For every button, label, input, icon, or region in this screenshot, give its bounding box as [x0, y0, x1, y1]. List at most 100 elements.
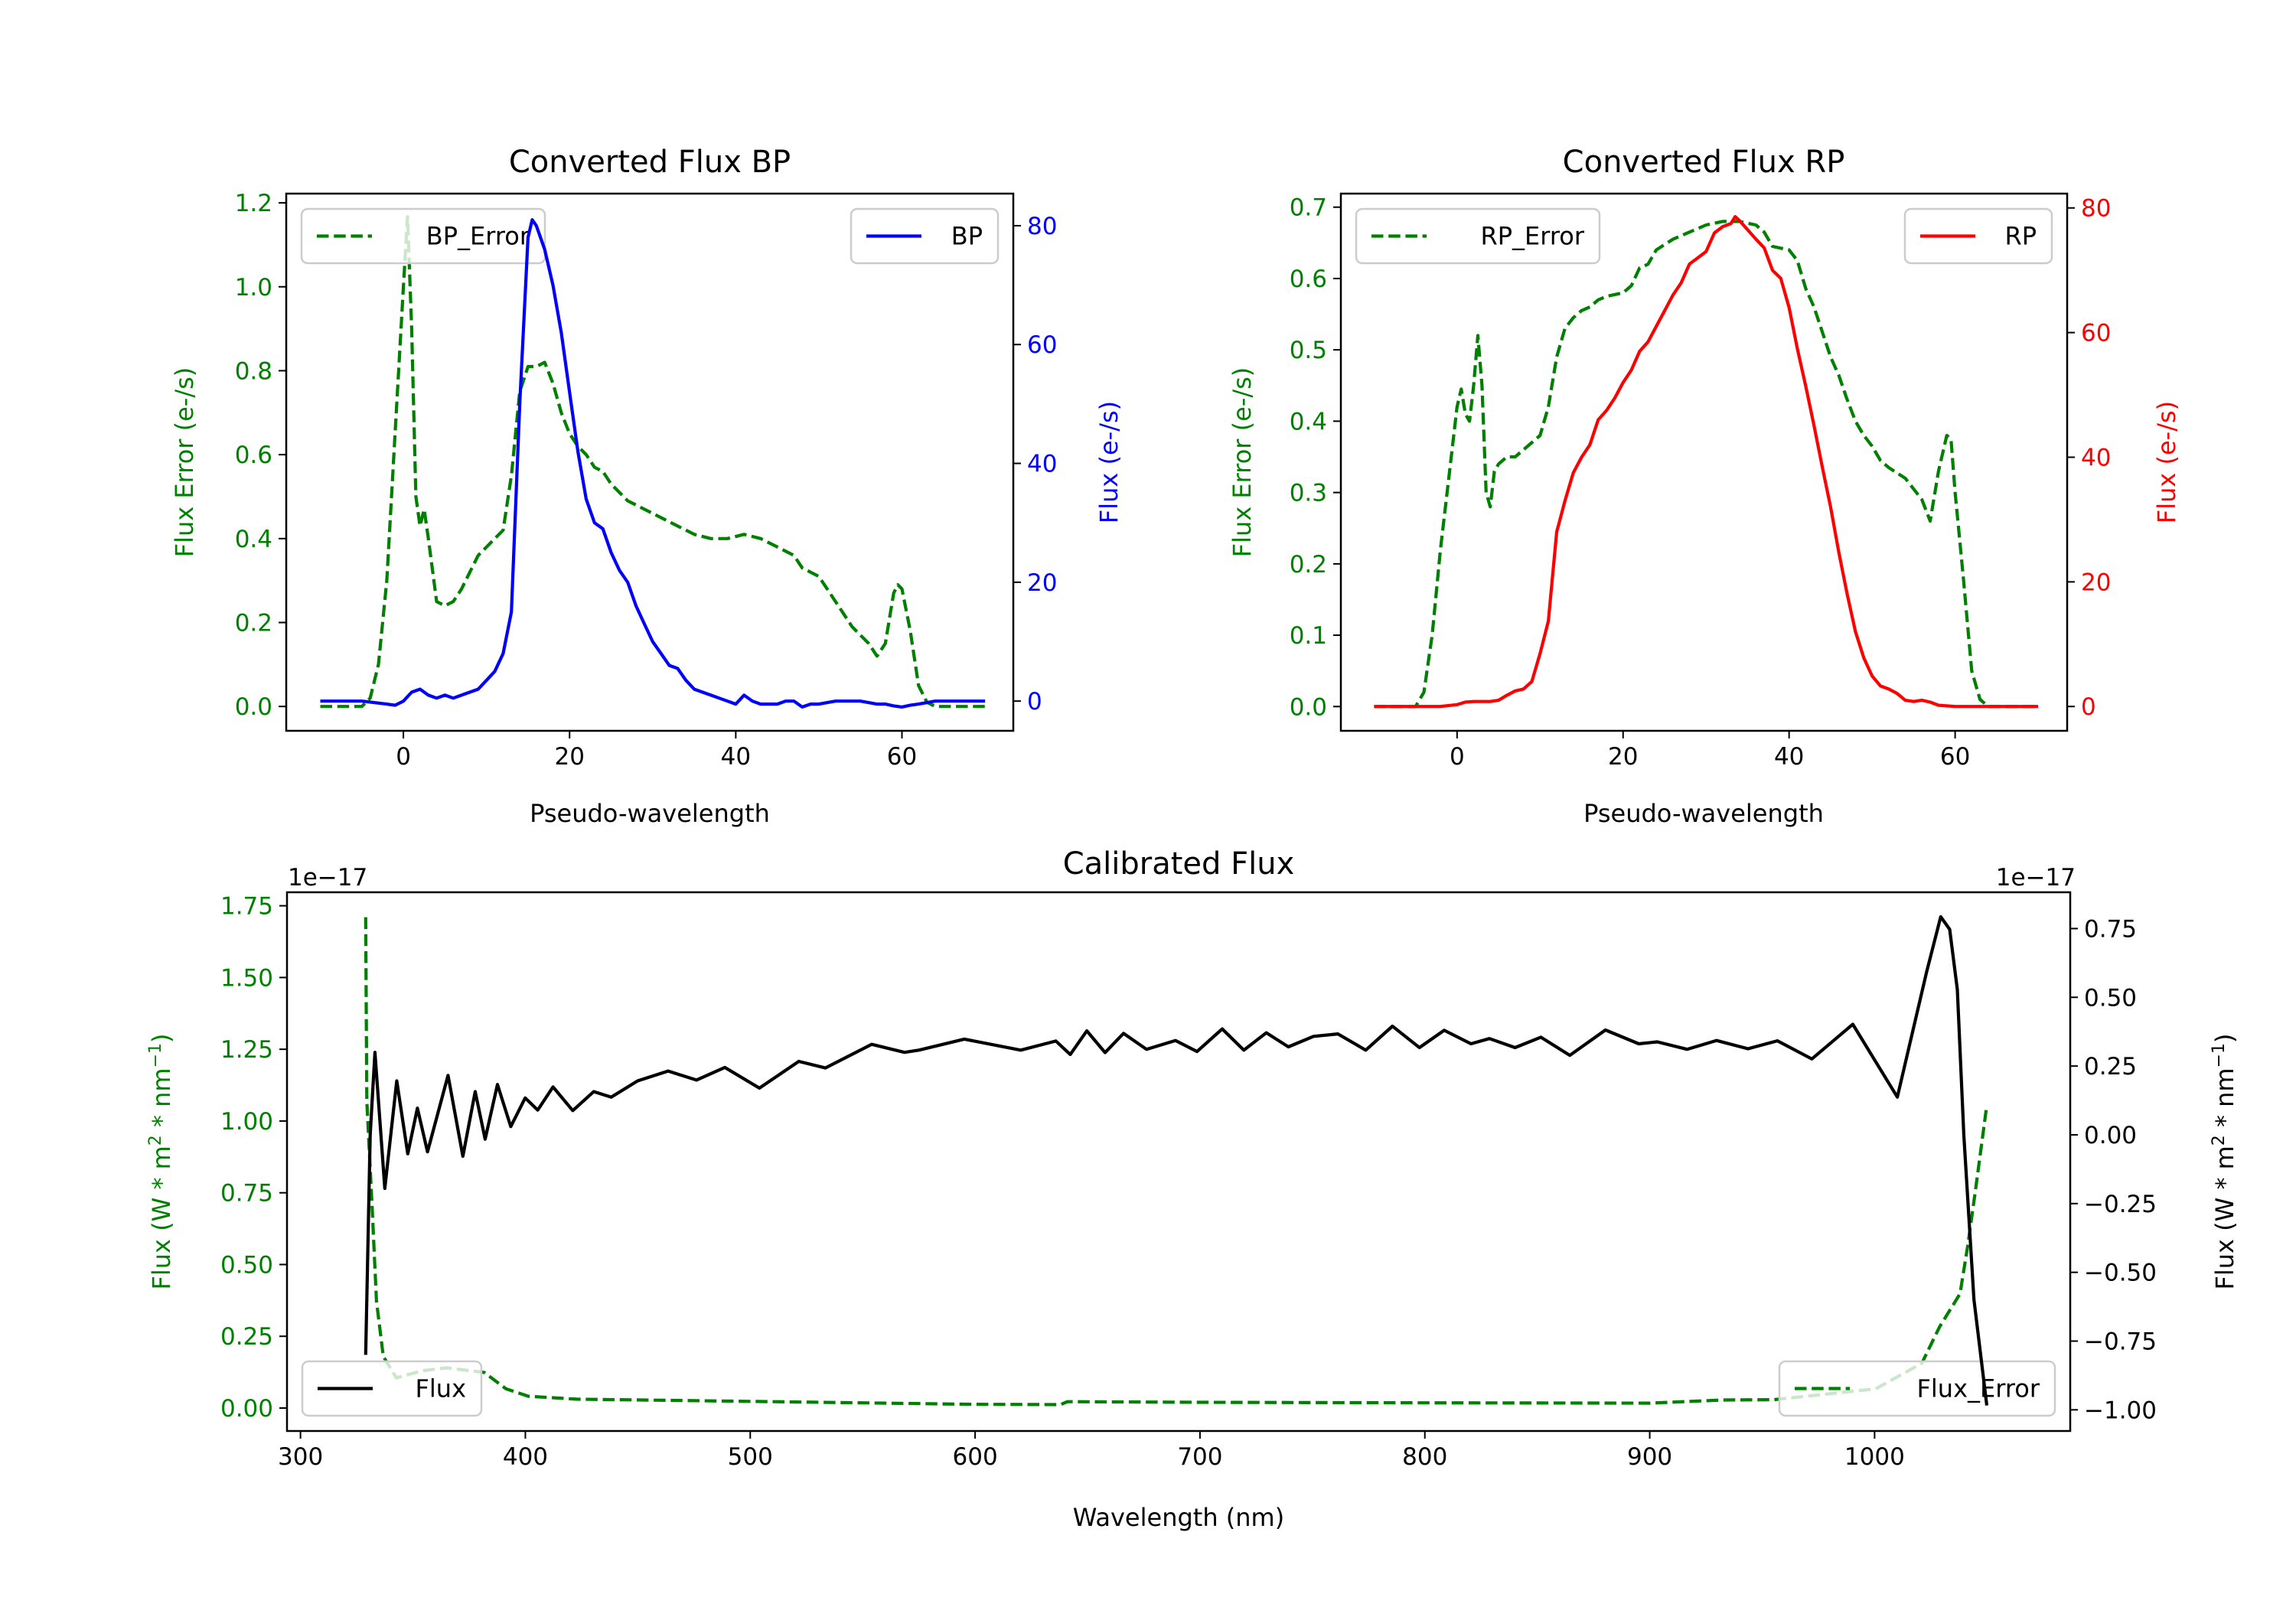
y-left-tick-label: 0.0 — [235, 693, 272, 721]
y-right-tick-label: 80 — [1027, 213, 1057, 240]
y-axis-left-label-rp: Flux Error (e-/s) — [1228, 367, 1257, 558]
x-tick-label: 40 — [721, 743, 751, 771]
y-right-tick-label: 0.50 — [2084, 984, 2137, 1012]
x-tick-label: 0 — [396, 743, 411, 771]
y-right-tick-label: 60 — [2081, 320, 2111, 347]
label-superscript: −1 — [2210, 1043, 2229, 1068]
legend-box — [1903, 207, 2053, 265]
x-tick-label: 20 — [1608, 743, 1638, 771]
legend-flux: Flux — [301, 1360, 483, 1417]
y-right-tick-label: 0 — [1027, 688, 1042, 715]
series-line-rp-error — [1374, 220, 2038, 709]
label-part: Flux (W * m — [2210, 1146, 2239, 1289]
label-part: * nm — [2210, 1068, 2239, 1135]
chart-calibrated: 300 400 500 600 700 800 900 1000 0.00 0.25 0.50 0.7… — [220, 891, 2157, 1471]
x-tick-label: 600 — [953, 1443, 998, 1471]
y-left-tick-label: 0.50 — [220, 1251, 273, 1279]
chart-title-rp: Converted Flux RP — [1563, 145, 1845, 180]
y-left-tick-label: 1.75 — [220, 893, 273, 921]
label-part: Flux (W * m — [147, 1146, 176, 1289]
legend-bp-error: BP_Error — [300, 207, 546, 265]
legend-label: RP — [2004, 222, 2037, 251]
y-left-tick-label: 0.6 — [1290, 266, 1327, 293]
y-axis-left-label-bp: Flux Error (e-/s) — [170, 367, 199, 558]
series-line-bp — [320, 218, 986, 709]
legend-rp-error: RP_Error — [1355, 207, 1601, 265]
offset-text-left: 1e−17 — [288, 864, 367, 892]
legend-label: Flux_Error — [1916, 1374, 2040, 1403]
y-left-tick-label: 0.00 — [220, 1395, 273, 1423]
y-left-tick-label: 0.1 — [1290, 622, 1327, 650]
y-left-tick-label: 0.25 — [220, 1323, 273, 1351]
y-left-tick-label: 1.50 — [220, 964, 273, 992]
legend-label: RP_Error — [1480, 222, 1584, 251]
offset-text-right: 1e−17 — [1996, 864, 2076, 892]
axes-frame — [1339, 192, 2069, 732]
y-right-tick-label: 0.75 — [2084, 915, 2137, 943]
chart-title-calibrated: Calibrated Flux — [1063, 846, 1295, 882]
y-left-tick-label: 0.4 — [1290, 408, 1327, 435]
x-tick-label: 800 — [1402, 1443, 1447, 1471]
legend-flux-error: Flux_Error — [1778, 1360, 2056, 1417]
y-right-tick-label: −1.00 — [2084, 1397, 2157, 1424]
x-tick-label: 400 — [503, 1443, 548, 1471]
legend-box — [301, 1360, 483, 1417]
legend-label: BP_Error — [426, 222, 530, 251]
legend-box — [300, 207, 546, 265]
y-left-tick-label: 0.75 — [220, 1180, 273, 1208]
legend-box — [850, 207, 1000, 265]
label-part: ) — [2210, 1033, 2239, 1042]
legend-box — [1355, 207, 1601, 265]
y-right-tick-label: 0 — [2081, 693, 2096, 721]
chart-rp: 0 20 40 60 0.0 0.1 0.2 0.3 0.4 0.5 0.6 0.7 0 20 40 60 80… — [1290, 192, 2111, 771]
x-tick-label: 500 — [728, 1443, 773, 1471]
y-right-tick-label: −0.75 — [2084, 1328, 2157, 1355]
y-left-tick-label: 1.00 — [220, 1108, 273, 1136]
label-superscript: 2 — [146, 1135, 165, 1146]
legend-rp: RP — [1903, 207, 2053, 265]
y-right-tick-label: 20 — [2081, 569, 2111, 596]
x-axis-label-calibrated: Wavelength (nm) — [1073, 1503, 1284, 1532]
y-left-tick-label: 0.6 — [235, 442, 272, 469]
legend-bp: BP — [850, 207, 1000, 265]
y-left-tick-label: 0.0 — [1290, 693, 1327, 721]
plots-layer: 0 20 40 60 0.0 0.2 0.4 0.6 0.8 1.0 1.2 0 20 40 60 80 BP_… — [220, 190, 2157, 1471]
y-left-tick-label: 0.3 — [1290, 480, 1327, 507]
y-left-tick-label: 0.2 — [1290, 551, 1327, 579]
x-axis-label-bp: Pseudo-wavelength — [530, 799, 770, 828]
x-tick-label: 900 — [1627, 1443, 1672, 1471]
y-right-tick-label: 40 — [2081, 444, 2111, 471]
x-tick-label: 60 — [1940, 743, 1970, 771]
y-left-tick-label: 0.2 — [235, 610, 272, 637]
y-axis-right-label-rp: Flux (e-/s) — [2152, 401, 2181, 523]
y-right-tick-label: −0.50 — [2084, 1260, 2157, 1287]
series-line-flux — [364, 914, 1989, 1406]
y-right-tick-label: 80 — [2081, 195, 2111, 223]
y-right-tick-label: 0.00 — [2084, 1122, 2137, 1149]
y-right-tick-label: 0.25 — [2084, 1053, 2137, 1081]
label-superscript: 2 — [2210, 1135, 2229, 1146]
y-left-tick-label: 1.25 — [220, 1036, 273, 1064]
chart-bp: 0 20 40 60 0.0 0.2 0.4 0.6 0.8 1.0 1.2 0 20 40 60 80 BP_… — [235, 190, 1058, 771]
chart-title-bp: Converted Flux BP — [509, 145, 791, 180]
y-left-tick-label: 1.0 — [235, 274, 272, 302]
y-right-tick-label: 20 — [1027, 569, 1057, 597]
y-left-tick-label: 0.4 — [235, 526, 272, 553]
series-line-rp — [1374, 215, 2038, 709]
x-tick-label: 300 — [278, 1443, 323, 1471]
y-right-tick-label: 60 — [1027, 331, 1057, 359]
x-axis-label-rp: Pseudo-wavelength — [1583, 799, 1824, 828]
y-right-tick-label: −0.25 — [2084, 1191, 2157, 1218]
axes-frame — [285, 891, 2072, 1433]
legend-label: BP — [951, 222, 983, 251]
y-axis-left-label-calibrated: Flux (W * m2 * nm−1) — [146, 1033, 176, 1289]
y-axis-right-label-calibrated: Flux (W * m2 * nm−1) — [2210, 1033, 2239, 1289]
series-line-bp-error — [320, 215, 986, 709]
label-part: ) — [147, 1033, 176, 1042]
x-tick-label: 20 — [555, 743, 585, 771]
y-left-tick-label: 0.8 — [235, 357, 272, 385]
x-tick-label: 0 — [1450, 743, 1465, 771]
legend-label: Flux — [415, 1374, 466, 1403]
